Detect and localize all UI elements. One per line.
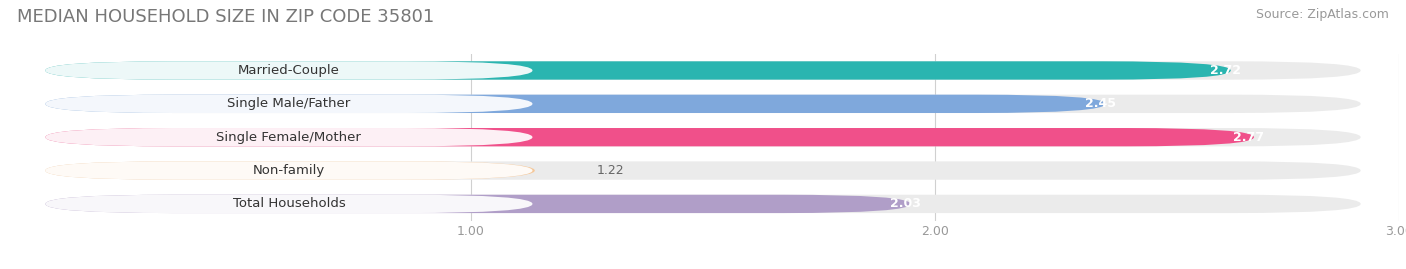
Text: MEDIAN HOUSEHOLD SIZE IN ZIP CODE 35801: MEDIAN HOUSEHOLD SIZE IN ZIP CODE 35801	[17, 8, 434, 26]
Text: 2.45: 2.45	[1085, 97, 1116, 110]
FancyBboxPatch shape	[45, 161, 1361, 180]
FancyBboxPatch shape	[45, 128, 533, 146]
FancyBboxPatch shape	[45, 61, 1361, 80]
Text: 2.72: 2.72	[1211, 64, 1241, 77]
Text: 1.22: 1.22	[596, 164, 624, 177]
FancyBboxPatch shape	[45, 128, 1254, 146]
FancyBboxPatch shape	[45, 195, 533, 213]
FancyBboxPatch shape	[45, 95, 1361, 113]
FancyBboxPatch shape	[45, 195, 1361, 213]
Text: Married-Couple: Married-Couple	[238, 64, 340, 77]
Text: Non-family: Non-family	[253, 164, 325, 177]
Text: Single Male/Father: Single Male/Father	[228, 97, 350, 110]
FancyBboxPatch shape	[45, 128, 1361, 146]
Text: 2.03: 2.03	[890, 197, 921, 210]
Text: Total Households: Total Households	[232, 197, 346, 210]
FancyBboxPatch shape	[45, 61, 533, 80]
FancyBboxPatch shape	[45, 61, 1230, 80]
FancyBboxPatch shape	[45, 95, 533, 113]
FancyBboxPatch shape	[45, 161, 533, 180]
Text: Source: ZipAtlas.com: Source: ZipAtlas.com	[1256, 8, 1389, 21]
FancyBboxPatch shape	[45, 195, 911, 213]
Text: Single Female/Mother: Single Female/Mother	[217, 131, 361, 144]
FancyBboxPatch shape	[45, 95, 1105, 113]
FancyBboxPatch shape	[45, 161, 534, 180]
Text: 2.77: 2.77	[1233, 131, 1264, 144]
